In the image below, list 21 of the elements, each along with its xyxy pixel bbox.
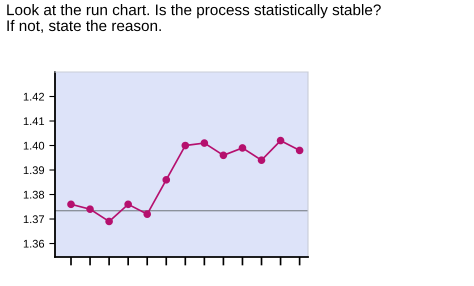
point	[276, 136, 284, 144]
point	[143, 210, 152, 218]
point	[105, 218, 113, 226]
point	[67, 200, 75, 208]
y-tick-label: 1.39	[24, 166, 44, 174]
point	[86, 205, 94, 214]
point	[258, 156, 266, 164]
y-tick-label: 1.41	[24, 117, 44, 126]
chart-title: Look at the run chart. Is the process statistically stable? If not, state the reason.	[7, 4, 381, 33]
point	[162, 176, 170, 184]
point	[238, 144, 246, 152]
point	[124, 200, 132, 208]
point	[296, 146, 304, 154]
y-tick-label: 1.36	[24, 240, 44, 248]
y-tick-label: 1.42	[24, 92, 44, 101]
point	[200, 139, 208, 147]
y-tick-label: 1.40	[24, 142, 44, 150]
y-tick-label: 1.38	[24, 190, 44, 199]
point	[220, 151, 228, 160]
y-tick-label: 1.37	[24, 215, 44, 224]
point	[181, 142, 190, 150]
